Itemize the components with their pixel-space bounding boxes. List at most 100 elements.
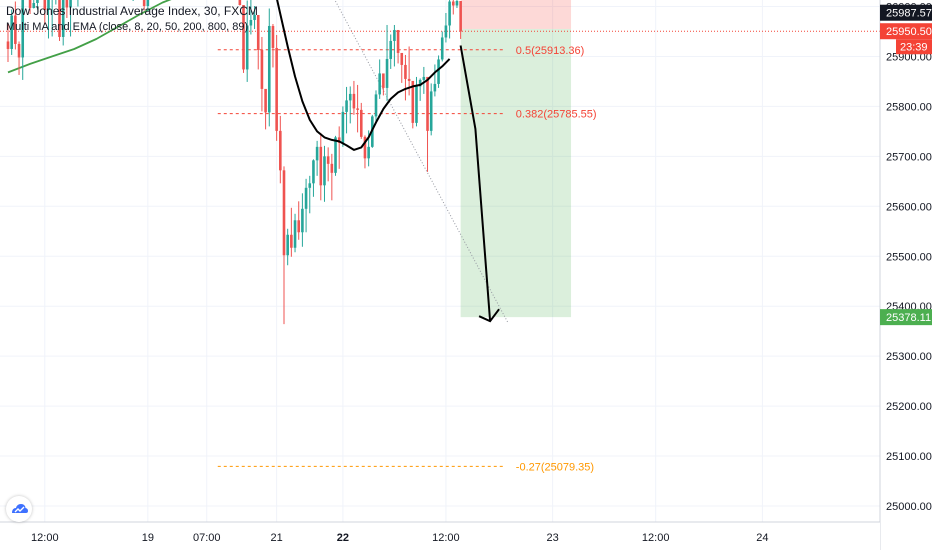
price-axis-tick-label: 25900.00 bbox=[886, 51, 932, 63]
candle bbox=[43, 0, 47, 25]
candle-body bbox=[6, 41, 10, 49]
candle bbox=[267, 8, 271, 127]
candle-body bbox=[249, 19, 253, 26]
candle-body bbox=[396, 29, 400, 53]
candle-body bbox=[444, 25, 448, 38]
candle bbox=[334, 135, 337, 176]
time-axis-tick-label: 19 bbox=[142, 532, 154, 544]
candle-body bbox=[304, 187, 308, 209]
candle-body bbox=[312, 160, 315, 184]
candle bbox=[290, 207, 293, 257]
candle-body bbox=[418, 79, 422, 87]
candle-body bbox=[433, 83, 437, 92]
candle-body bbox=[275, 47, 278, 131]
candle-body bbox=[282, 170, 286, 256]
candle bbox=[444, 12, 448, 43]
candle-body bbox=[253, 14, 256, 20]
candle bbox=[315, 140, 319, 176]
short-position-stop-zone bbox=[460, 0, 572, 29]
candle bbox=[451, 0, 455, 15]
candle bbox=[418, 78, 422, 101]
grid bbox=[0, 0, 880, 522]
candle-body bbox=[256, 14, 260, 50]
candle bbox=[286, 228, 289, 266]
candle-body bbox=[28, 0, 32, 8]
candle bbox=[10, 9, 13, 55]
candle-body bbox=[440, 37, 444, 60]
cloud-icon bbox=[12, 504, 28, 513]
candle bbox=[437, 55, 440, 88]
candle-body bbox=[146, 0, 150, 7]
candle bbox=[400, 52, 404, 83]
price-tag-box bbox=[880, 4, 932, 21]
candle bbox=[352, 80, 356, 115]
price-axis-tick-label: 25700.00 bbox=[886, 151, 932, 163]
candle bbox=[389, 34, 393, 69]
price-tag-box bbox=[880, 309, 932, 326]
candle bbox=[293, 213, 297, 253]
candle-body bbox=[290, 234, 293, 248]
candle bbox=[319, 132, 323, 201]
candle-body bbox=[238, 0, 242, 6]
time-axis-tick-label: 21 bbox=[271, 532, 283, 544]
candle bbox=[411, 80, 415, 129]
drawn-arrow bbox=[459, 45, 492, 322]
price-tag: 25950.50 bbox=[880, 23, 932, 40]
ema-black-line bbox=[276, 0, 451, 151]
candle-body bbox=[293, 220, 297, 248]
candle bbox=[433, 64, 437, 97]
time-axis-tick-label: 22 bbox=[337, 532, 349, 544]
candle bbox=[429, 83, 433, 136]
ma-green-line bbox=[7, 0, 172, 74]
time-axis-tick-label: 12:00 bbox=[432, 532, 460, 544]
price-axis-tick-label: 25300.00 bbox=[886, 351, 932, 363]
time-axis-tick-label: 12:00 bbox=[642, 532, 670, 544]
candle-body bbox=[348, 93, 352, 101]
candle-body bbox=[404, 64, 407, 79]
time-axis-background bbox=[0, 522, 880, 550]
candle-body bbox=[378, 73, 381, 95]
candle-body bbox=[363, 136, 367, 159]
candle-body bbox=[279, 130, 282, 171]
candle bbox=[264, 88, 267, 130]
price-tag-label: 25987.57 bbox=[886, 8, 932, 20]
candle-body bbox=[17, 43, 21, 58]
candle-body bbox=[301, 208, 304, 233]
price-axis-tick-label: 25200.00 bbox=[886, 401, 932, 413]
candle-body bbox=[437, 59, 440, 84]
candle-body bbox=[286, 234, 289, 256]
candle-body bbox=[341, 111, 345, 143]
candle bbox=[323, 145, 326, 202]
candle-body bbox=[367, 146, 370, 159]
candle-body bbox=[323, 156, 326, 186]
candle bbox=[17, 41, 21, 75]
candle-body bbox=[448, 1, 451, 26]
price-axis-tick-label: 25500.00 bbox=[886, 251, 932, 263]
candle bbox=[297, 201, 301, 240]
candle-body bbox=[429, 91, 433, 131]
price-axis-background bbox=[880, 0, 932, 550]
candle bbox=[308, 175, 312, 214]
candle-body bbox=[389, 40, 393, 59]
candle bbox=[374, 90, 378, 122]
time-axis-tick-label: 23 bbox=[547, 532, 559, 544]
candle-body bbox=[308, 183, 312, 188]
candle-body bbox=[451, 1, 455, 6]
candle bbox=[345, 86, 348, 134]
candle bbox=[304, 178, 308, 233]
candle-body bbox=[242, 5, 245, 70]
candle bbox=[326, 147, 330, 182]
candle bbox=[404, 54, 407, 101]
candle-body bbox=[10, 15, 13, 49]
tradingview-logo[interactable] bbox=[6, 496, 32, 522]
candle bbox=[359, 102, 363, 139]
candle-body bbox=[47, 0, 50, 10]
candle bbox=[146, 0, 150, 12]
candle bbox=[242, 5, 245, 73]
price-axis-tick-label: 25600.00 bbox=[886, 201, 932, 213]
candle-body bbox=[61, 0, 65, 37]
candle bbox=[32, 0, 36, 9]
candle bbox=[21, 0, 25, 80]
